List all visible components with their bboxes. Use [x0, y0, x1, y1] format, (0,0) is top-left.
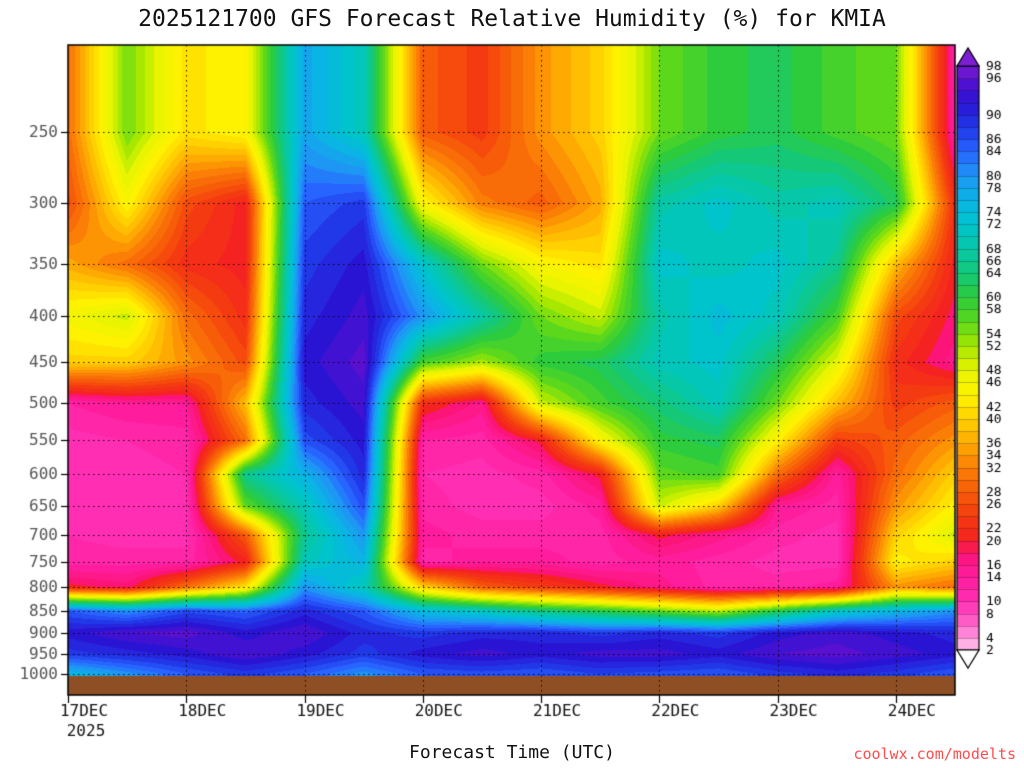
x-axis-label: Forecast Time (UTC) — [409, 742, 615, 763]
chart-title: 2025121700 GFS Forecast Relative Humidit… — [138, 6, 886, 32]
watermark-text: coolwx.com/modelts — [853, 745, 1016, 763]
